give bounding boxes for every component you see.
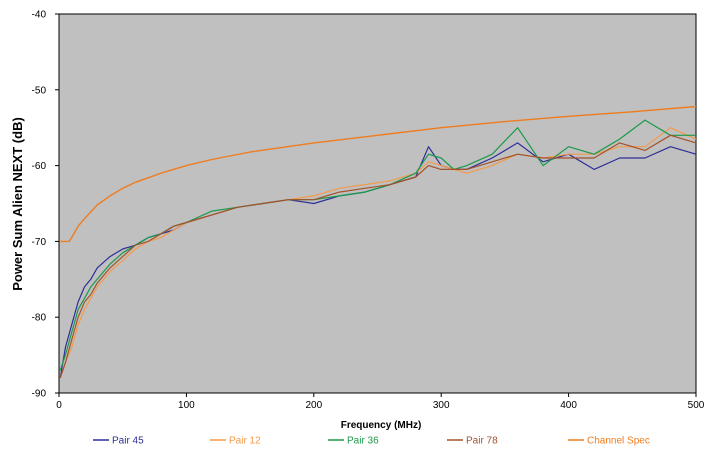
x-axis-title: Frequency (MHz) [341, 420, 422, 431]
x-tick-label: 100 [178, 400, 195, 411]
y-tick-label: -90 [32, 389, 47, 400]
legend-label: Pair 36 [347, 436, 379, 447]
y-tick-label: -50 [32, 85, 47, 96]
series-line-pair-78 [59, 134, 697, 378]
x-axis: 0 100 200 300 400 500 [56, 393, 704, 411]
y-tick-label: -40 [32, 10, 47, 21]
series-line-pair-12 [59, 127, 697, 378]
legend-label: Channel Spec [587, 436, 650, 447]
x-tick-label: 400 [560, 400, 577, 411]
x-tick-label: 300 [433, 400, 450, 411]
y-axis: -40 -50 -60 -70 -80 -90 [32, 10, 59, 400]
series-line-pair-45 [59, 142, 697, 378]
x-tick-label: 200 [305, 400, 322, 411]
x-tick-label: 0 [56, 400, 62, 411]
y-tick-label: -80 [32, 313, 47, 324]
legend: Pair 45 Pair 12 Pair 36 Pair 78 Channel Spec [93, 436, 650, 447]
legend-label: Pair 12 [229, 436, 261, 447]
legend-label: Pair 78 [466, 436, 498, 447]
y-tick-label: -60 [32, 161, 47, 172]
y-axis-title: Power Sum Alien NEXT (dB) [10, 117, 25, 291]
legend-label: Pair 45 [112, 436, 144, 447]
y-tick-label: -70 [32, 237, 47, 248]
plot-area [58, 13, 697, 394]
series-layer [59, 105, 697, 378]
series-line-channel-spec [60, 105, 697, 243]
x-tick-label: 500 [688, 400, 704, 411]
